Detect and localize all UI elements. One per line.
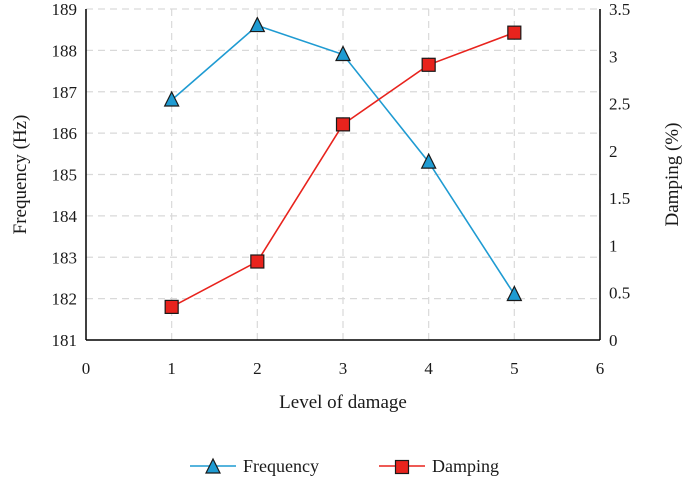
- tick-labels: 0 1 2 3 4 5 6 181 182 183 184 185 186 187 188 189 0 0.5 1 1…: [52, 0, 631, 378]
- right-y-axis-title: Damping (%): [662, 123, 683, 227]
- x-tick-label: 6: [596, 359, 605, 378]
- frequency-marker: [335, 45, 351, 62]
- damping-marker: [164, 299, 179, 314]
- x-axis-title: Level of damage: [279, 392, 407, 413]
- series-damping: [164, 25, 522, 314]
- series-frequency: [163, 16, 523, 302]
- x-tick-label: 2: [253, 359, 262, 378]
- frequency-marker: [506, 285, 523, 302]
- x-tick-label: 5: [510, 359, 519, 378]
- legend-marker: [394, 459, 410, 475]
- legend-label: Frequency: [243, 456, 319, 476]
- frequency-marker: [163, 90, 180, 107]
- right-y-tick-label: 0: [609, 331, 618, 350]
- right-y-tick-label: 1.5: [609, 189, 630, 208]
- frequency-marker: [249, 16, 266, 33]
- x-tick-label: 4: [424, 359, 433, 378]
- series: [163, 16, 523, 314]
- frequency-marker: [420, 152, 437, 169]
- x-tick-label: 3: [339, 359, 348, 378]
- damping-marker: [335, 117, 351, 132]
- axes: [85, 9, 601, 341]
- right-y-tick-label: 3: [609, 47, 618, 66]
- left-y-tick-label: 182: [52, 290, 78, 309]
- damping-marker: [507, 25, 522, 40]
- x-tick-label: 1: [167, 359, 176, 378]
- left-y-axis-title: Frequency (Hz): [10, 115, 31, 235]
- x-tick-label: 0: [82, 359, 91, 378]
- left-y-tick-label: 186: [52, 124, 78, 143]
- right-y-tick-label: 2.5: [609, 95, 630, 114]
- damping-marker: [421, 57, 436, 72]
- right-y-tick-label: 2: [609, 142, 618, 161]
- right-y-tick-label: 1: [609, 236, 618, 255]
- left-y-tick-label: 184: [52, 207, 78, 226]
- left-y-tick-label: 187: [52, 83, 78, 102]
- left-y-tick-label: 185: [52, 166, 78, 185]
- left-y-tick-label: 183: [52, 248, 78, 267]
- legend-item-damping: Damping: [379, 456, 499, 476]
- legend-marker: [205, 457, 221, 474]
- left-y-tick-label: 189: [52, 0, 78, 19]
- left-y-tick-label: 188: [52, 41, 78, 60]
- legend: Frequency Damping: [190, 456, 499, 476]
- damping-marker: [250, 254, 265, 269]
- right-y-tick-label: 3.5: [609, 0, 630, 19]
- legend-item-frequency: Frequency: [190, 456, 319, 476]
- right-y-tick-label: 0.5: [609, 284, 630, 303]
- left-y-tick-label: 181: [52, 331, 78, 350]
- legend-label: Damping: [432, 456, 499, 476]
